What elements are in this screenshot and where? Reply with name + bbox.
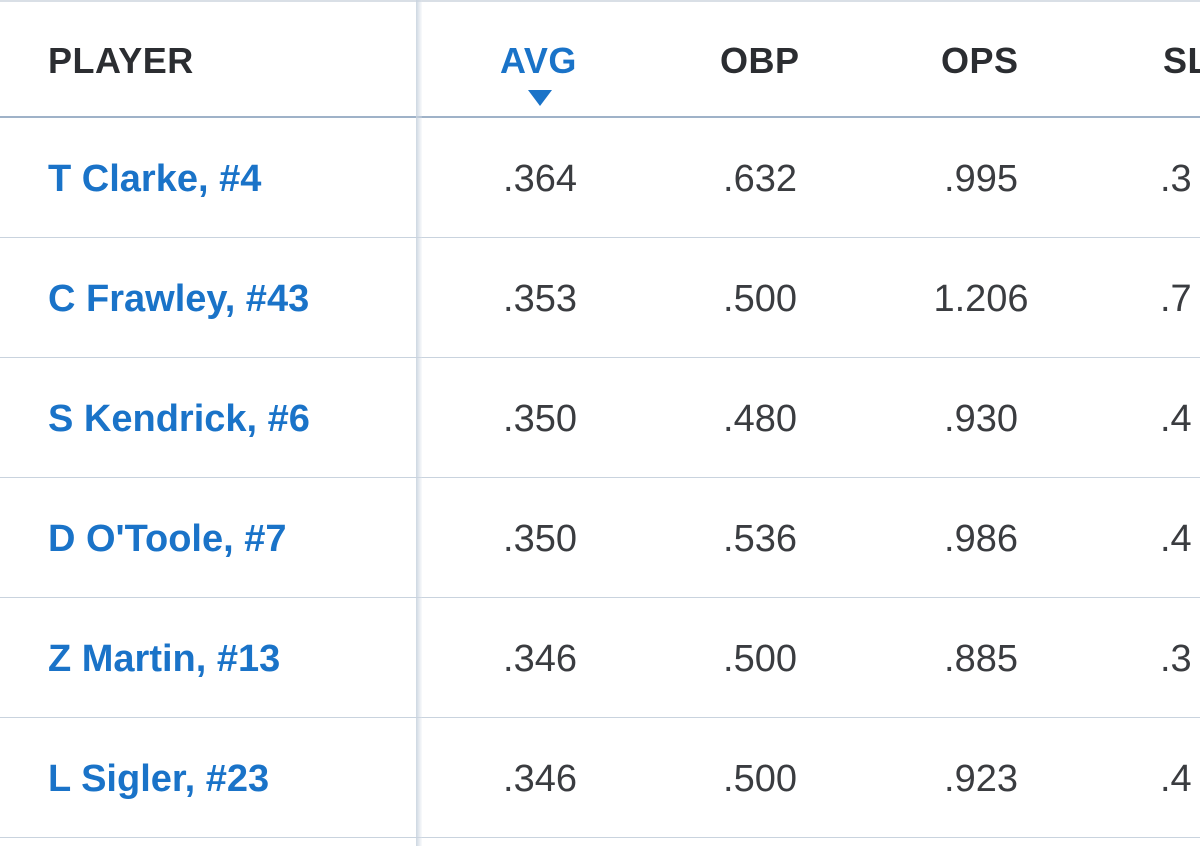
frozen-column-shadow — [416, 0, 422, 846]
slg-cell: .3 — [1160, 158, 1192, 200]
ops-cell: .930 — [944, 398, 1018, 440]
column-header-obp[interactable]: OBP — [720, 40, 800, 81]
obp-cell: .536 — [723, 518, 797, 560]
avg-cell: .346 — [503, 638, 577, 680]
slg-cell: .4 — [1160, 518, 1192, 560]
avg-cell: .364 — [503, 158, 577, 200]
obp-cell: .480 — [723, 398, 797, 440]
sort-descending-icon — [528, 90, 552, 106]
slg-cell: .4 — [1160, 398, 1192, 440]
player-name-link[interactable]: C Frawley, #43 — [48, 278, 310, 320]
column-header-slg[interactable]: SL — [1163, 40, 1200, 81]
column-header-player[interactable]: PLAYER — [48, 40, 194, 81]
table-row: D O'Toole, #7 .350 .536 .986 .4 — [0, 478, 1200, 598]
avg-cell: .353 — [503, 278, 577, 320]
table-row: C Frawley, #43 .353 .500 1.206 .7 — [0, 238, 1200, 358]
table-top-border — [0, 0, 1200, 2]
column-header-ops[interactable]: OPS — [941, 40, 1019, 81]
column-header-avg[interactable]: AVG — [500, 40, 577, 81]
obp-cell: .632 — [723, 158, 797, 200]
avg-cell: .350 — [503, 398, 577, 440]
player-name-link[interactable]: Z Martin, #13 — [48, 638, 281, 680]
ops-cell: .986 — [944, 518, 1018, 560]
obp-cell: .500 — [723, 278, 797, 320]
slg-cell: .3 — [1160, 638, 1192, 680]
ops-cell: 1.206 — [933, 278, 1029, 320]
table-row: T Clarke, #4 .364 .632 .995 .3 — [0, 118, 1200, 238]
ops-cell: .923 — [944, 758, 1018, 800]
obp-cell: .500 — [723, 758, 797, 800]
table-row: L Sigler, #23 .346 .500 .923 .4 — [0, 718, 1200, 838]
player-name-link[interactable]: T Clarke, #4 — [48, 158, 262, 200]
obp-cell: .500 — [723, 638, 797, 680]
player-name-link[interactable]: L Sigler, #23 — [48, 758, 270, 800]
table-row: S Kendrick, #6 .350 .480 .930 .4 — [0, 358, 1200, 478]
table-row: Z Martin, #13 .346 .500 .885 .3 — [0, 598, 1200, 718]
slg-cell: .4 — [1160, 758, 1192, 800]
ops-cell: .885 — [944, 638, 1018, 680]
player-name-link[interactable]: D O'Toole, #7 — [48, 518, 287, 560]
avg-cell: .346 — [503, 758, 577, 800]
table-header: PLAYER AVG OBP OPS SL — [0, 0, 1200, 118]
player-name-link[interactable]: S Kendrick, #6 — [48, 398, 310, 440]
avg-cell: .350 — [503, 518, 577, 560]
ops-cell: .995 — [944, 158, 1018, 200]
slg-cell: .7 — [1160, 278, 1192, 320]
